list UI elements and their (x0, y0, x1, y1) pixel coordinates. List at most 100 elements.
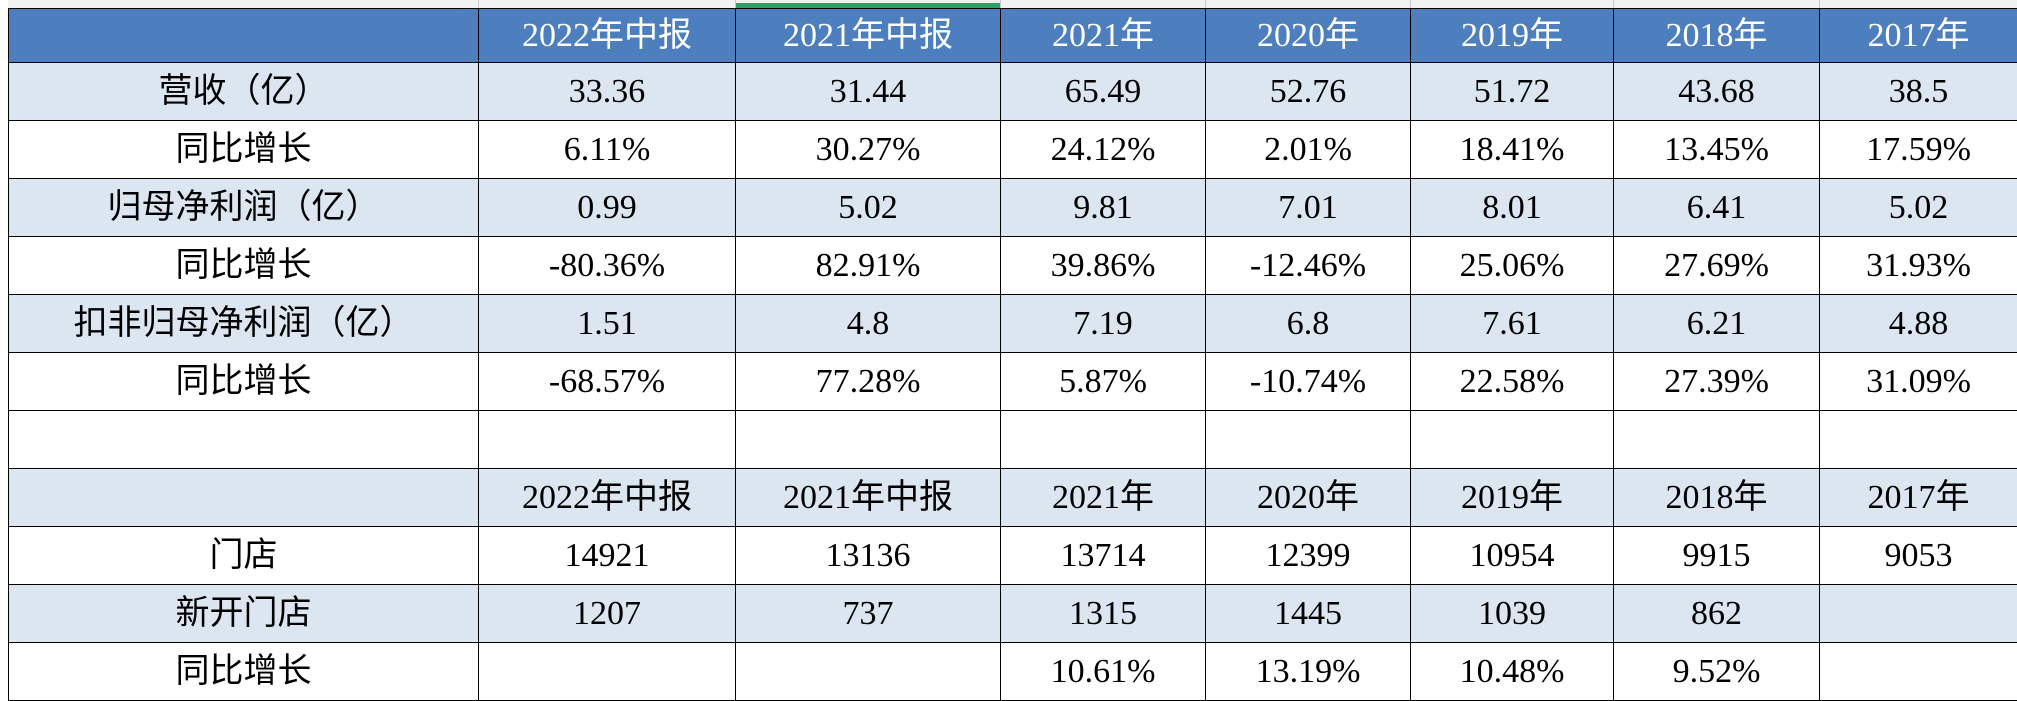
data-cell[interactable]: 6.11% (479, 121, 736, 179)
header-cell[interactable]: 2021年 (1001, 469, 1206, 527)
header-cell[interactable]: 2020年 (1206, 9, 1411, 63)
data-cell[interactable]: 52.76 (1206, 63, 1411, 121)
data-cell[interactable]: 0.99 (479, 179, 736, 237)
data-cell[interactable]: 5.87% (1001, 353, 1206, 411)
data-cell[interactable]: 7.01 (1206, 179, 1411, 237)
header-cell[interactable]: 2019年 (1411, 9, 1614, 63)
data-cell[interactable]: 2.01% (1206, 121, 1411, 179)
data-cell[interactable]: 737 (736, 585, 1001, 643)
data-cell[interactable]: 27.39% (1614, 353, 1820, 411)
row-label-cell[interactable]: 同比增长 (9, 643, 479, 701)
data-cell[interactable]: 7.61 (1411, 295, 1614, 353)
data-cell[interactable]: 17.59% (1820, 121, 2017, 179)
data-cell[interactable]: 12399 (1206, 527, 1411, 585)
data-cell[interactable] (1820, 643, 2017, 701)
data-cell[interactable]: 77.28% (736, 353, 1001, 411)
header-cell[interactable]: 2021年中报 (736, 9, 1001, 63)
empty-cell[interactable] (1411, 411, 1614, 469)
empty-cell[interactable] (1614, 411, 1820, 469)
data-cell[interactable]: 9053 (1820, 527, 2017, 585)
data-cell[interactable]: 18.41% (1411, 121, 1614, 179)
data-cell[interactable]: 13714 (1001, 527, 1206, 585)
header-cell[interactable]: 2021年 (1001, 9, 1206, 63)
data-cell[interactable]: -68.57% (479, 353, 736, 411)
data-cell[interactable]: 9.52% (1614, 643, 1820, 701)
empty-cell[interactable] (1206, 411, 1411, 469)
data-cell[interactable]: 38.5 (1820, 63, 2017, 121)
data-cell[interactable]: 13.19% (1206, 643, 1411, 701)
header-cell[interactable]: 2017年 (1820, 9, 2017, 63)
empty-cell[interactable] (1820, 411, 2017, 469)
data-cell[interactable]: 1039 (1411, 585, 1614, 643)
data-cell[interactable]: 6.21 (1614, 295, 1820, 353)
data-cell[interactable]: 10954 (1411, 527, 1614, 585)
data-cell[interactable]: 5.02 (736, 179, 1001, 237)
data-cell[interactable]: 39.86% (1001, 237, 1206, 295)
data-cell[interactable]: 6.41 (1614, 179, 1820, 237)
data-cell[interactable]: 6.8 (1206, 295, 1411, 353)
data-cell[interactable]: 30.27% (736, 121, 1001, 179)
data-cell[interactable]: 1315 (1001, 585, 1206, 643)
data-cell[interactable]: 5.02 (1820, 179, 2017, 237)
data-cell[interactable]: 43.68 (1614, 63, 1820, 121)
data-cell[interactable]: -10.74% (1206, 353, 1411, 411)
data-cell[interactable]: -12.46% (1206, 237, 1411, 295)
row-label-cell[interactable]: 营收（亿） (9, 63, 479, 121)
row-label-cell[interactable]: 新开门店 (9, 585, 479, 643)
row-label-cell[interactable]: 扣非归母净利润（亿） (9, 295, 479, 353)
row-label-cell[interactable]: 同比增长 (9, 353, 479, 411)
row-label-cell[interactable]: 归母净利润（亿） (9, 179, 479, 237)
data-cell[interactable]: 82.91% (736, 237, 1001, 295)
data-cell[interactable]: 7.19 (1001, 295, 1206, 353)
data-cell[interactable] (1820, 585, 2017, 643)
row-label-cell[interactable]: 同比增长 (9, 121, 479, 179)
data-cell[interactable]: 4.8 (736, 295, 1001, 353)
data-cell[interactable]: 13.45% (1614, 121, 1820, 179)
header-cell[interactable]: 2020年 (1206, 469, 1411, 527)
empty-cell[interactable] (9, 411, 479, 469)
data-cell[interactable]: 25.06% (1411, 237, 1614, 295)
header-cell[interactable]: 2017年 (1820, 469, 2017, 527)
data-cell[interactable]: 31.44 (736, 63, 1001, 121)
data-cell[interactable]: 13136 (736, 527, 1001, 585)
row-label-cell[interactable]: 同比增长 (9, 237, 479, 295)
data-cell[interactable]: 1207 (479, 585, 736, 643)
header-cell[interactable]: 2021年中报 (736, 469, 1001, 527)
data-cell[interactable]: -80.36% (479, 237, 736, 295)
header-corner-cell[interactable] (9, 9, 479, 63)
header-corner-cell[interactable] (9, 469, 479, 527)
data-cell[interactable]: 9915 (1614, 527, 1820, 585)
row-label-cell[interactable]: 门店 (9, 527, 479, 585)
header-cell[interactable]: 2022年中报 (479, 469, 736, 527)
header-cell[interactable]: 2018年 (1614, 9, 1820, 63)
data-cell[interactable]: 862 (1614, 585, 1820, 643)
header-cell[interactable]: 2018年 (1614, 469, 1820, 527)
data-cell[interactable]: 31.09% (1820, 353, 2017, 411)
data-cell[interactable]: 33.36 (479, 63, 736, 121)
data-cell[interactable]: 10.61% (1001, 643, 1206, 701)
data-cell[interactable] (736, 643, 1001, 701)
data-cell[interactable]: 1.51 (479, 295, 736, 353)
data-cell[interactable]: 14921 (479, 527, 736, 585)
data-cell[interactable]: 24.12% (1001, 121, 1206, 179)
data-cell[interactable]: 4.88 (1820, 295, 2017, 353)
strip-column-divider (1613, 0, 1614, 8)
data-cell[interactable]: 22.58% (1411, 353, 1614, 411)
data-cell[interactable]: 1445 (1206, 585, 1411, 643)
data-cell[interactable]: 10.48% (1411, 643, 1614, 701)
empty-cell[interactable] (736, 411, 1001, 469)
table-row: 同比增长-68.57%77.28%5.87%-10.74%22.58%27.39… (9, 353, 2017, 411)
empty-cell[interactable] (1001, 411, 1206, 469)
data-cell[interactable]: 51.72 (1411, 63, 1614, 121)
data-cell[interactable]: 9.81 (1001, 179, 1206, 237)
data-cell[interactable] (479, 643, 736, 701)
header-cell[interactable]: 2019年 (1411, 469, 1614, 527)
data-cell[interactable]: 8.01 (1411, 179, 1614, 237)
data-cell[interactable]: 31.93% (1820, 237, 2017, 295)
empty-cell[interactable] (479, 411, 736, 469)
data-cell[interactable]: 65.49 (1001, 63, 1206, 121)
header-cell[interactable]: 2022年中报 (479, 9, 736, 63)
data-cell[interactable]: 27.69% (1614, 237, 1820, 295)
strip-column-divider (1819, 0, 1820, 8)
